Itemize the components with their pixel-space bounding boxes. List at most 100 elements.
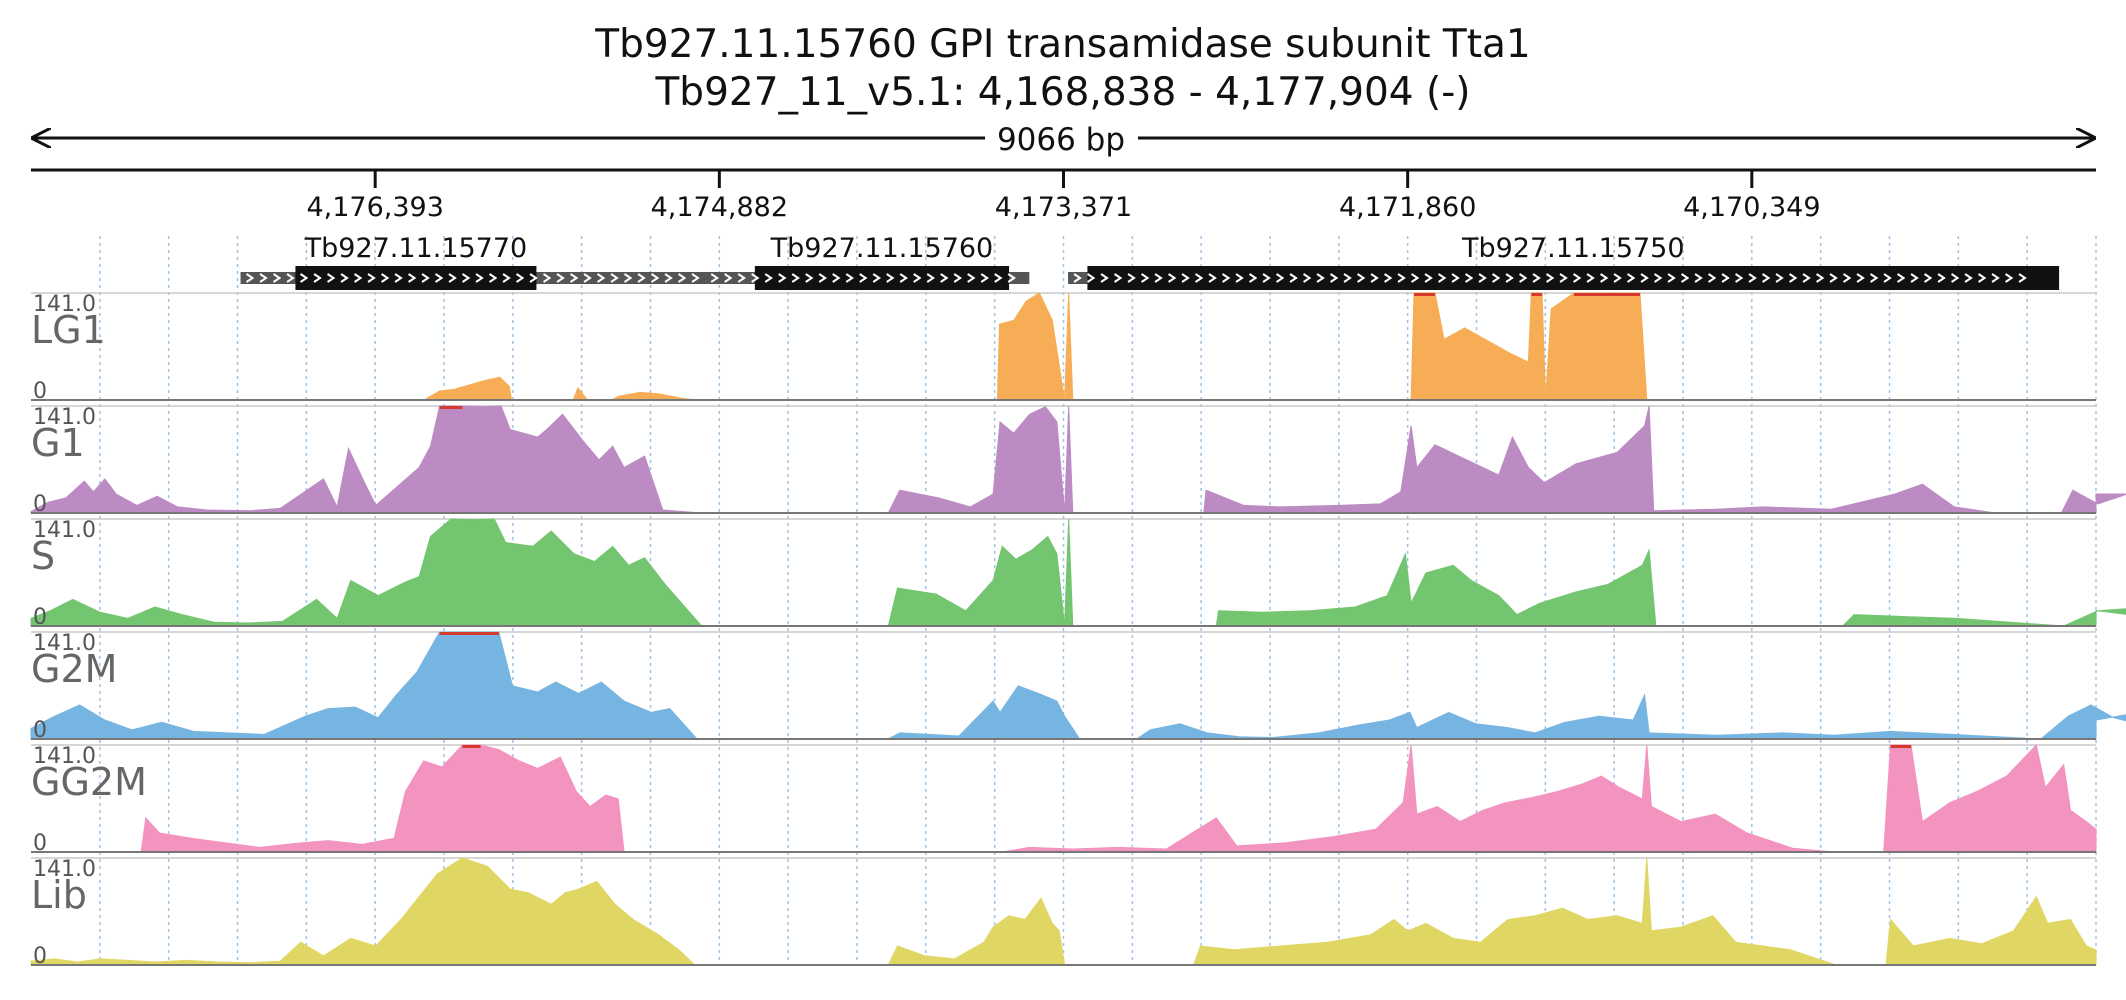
strand-arrow [596, 273, 606, 283]
strand-arrow [1438, 273, 1447, 283]
track-name-g1: G1 [31, 421, 85, 465]
clip-indicator [462, 745, 481, 748]
strand-arrow [583, 273, 592, 283]
strand-arrow [967, 273, 976, 283]
strand-arrow [1546, 273, 1555, 283]
strand-arrow [259, 273, 268, 283]
strand-arrow [1424, 273, 1433, 283]
strand-arrow [529, 273, 538, 283]
y-min-label: 0 [33, 718, 47, 743]
axis-tick-label-1: 4,174,882 [651, 192, 788, 223]
strand-arrow [434, 273, 444, 283]
strand-arrow [1181, 273, 1190, 283]
clip-indicator [439, 632, 463, 635]
gene-label-0: Tb927.11.15770 [304, 233, 528, 264]
clip-indicator [1573, 293, 1640, 296]
track-g2m: 141.0 0 G2M [30, 631, 2126, 743]
axis-tick-label-0: 4,176,393 [306, 192, 443, 223]
strand-arrow [475, 273, 484, 283]
strand-arrow [691, 273, 700, 283]
strand-arrow [1883, 273, 1892, 283]
strand-arrow [1357, 273, 1366, 283]
y-min-label: 0 [33, 605, 47, 630]
track-name-gg2m: GG2M [31, 760, 147, 804]
strand-arrow [1964, 273, 1973, 283]
y-min-label: 0 [33, 831, 47, 856]
strand-arrow [286, 273, 295, 283]
strand-arrow [980, 273, 990, 283]
strand-arrow [845, 273, 855, 283]
strand-arrow [818, 273, 828, 283]
span-label: 9066 bp [997, 122, 1125, 158]
strand-arrow [1681, 273, 1690, 283]
y-min-label: 0 [33, 492, 47, 517]
gene-2[interactable]: Tb927.11.15750 [1068, 233, 2060, 290]
coverage-area-g2m [30, 631, 2126, 740]
coverage-area-lib [30, 857, 2097, 966]
strand-arrow [994, 273, 1003, 283]
y-max-label: 141.0 [33, 405, 96, 430]
strand-arrow [1789, 273, 1798, 283]
strand-arrow [1208, 273, 1217, 283]
clip-indicator [462, 632, 499, 635]
strand-arrow [940, 273, 949, 283]
strand-arrow [1316, 273, 1325, 283]
strand-arrow [623, 273, 633, 283]
strand-arrow [367, 273, 376, 283]
strand-arrow [2018, 273, 2027, 283]
strand-arrow [1276, 273, 1285, 283]
strand-arrow [1330, 273, 1339, 283]
strand-arrow [1951, 273, 1960, 283]
gene-title: Tb927.11.15760 GPI transamidase subunit … [595, 22, 1531, 67]
strand-arrow [1073, 273, 1082, 283]
strand-arrow [1978, 273, 1987, 283]
strand-arrow [1397, 273, 1406, 283]
strand-arrow [272, 273, 282, 283]
strand-arrow [913, 273, 922, 283]
strand-arrow [1370, 273, 1379, 283]
track-lib: 141.0 0 Lib [30, 857, 2097, 969]
strand-arrow [461, 273, 471, 283]
strand-arrow [637, 273, 646, 283]
strand-arrow [1721, 273, 1730, 283]
strand-arrow [1802, 273, 1811, 283]
gene-label-2: Tb927.11.15750 [1461, 233, 1685, 264]
track-name-g2m: G2M [31, 647, 117, 691]
strand-arrow [542, 273, 552, 283]
strand-arrow [1910, 273, 1919, 283]
track-name-lg1: LG1 [31, 308, 106, 352]
clip-indicator [1531, 293, 1543, 296]
strand-arrow [1127, 273, 1136, 283]
strand-arrow [1708, 273, 1717, 283]
strand-arrow [664, 273, 673, 283]
strand-arrow [1249, 273, 1258, 283]
strand-arrow [1775, 273, 1784, 283]
strand-arrow [1667, 273, 1676, 283]
strand-arrow [778, 273, 787, 283]
genomic-location: Tb927_11_v5.1: 4,168,838 - 4,177,904 (-) [655, 70, 1471, 115]
y-max-label: 141.0 [33, 631, 96, 656]
strand-arrow [1384, 273, 1393, 283]
strand-arrow [380, 273, 390, 283]
coverage-area-g1 [30, 405, 2126, 514]
clip-indicator [439, 406, 463, 409]
track-lg1: 141.0 0 LG1 [31, 292, 2096, 404]
y-max-label: 141.0 [33, 292, 96, 317]
strand-arrow [1897, 273, 1906, 283]
strand-arrow [1195, 273, 1204, 283]
gene-cds-1 [754, 266, 1010, 290]
strand-arrow [1573, 273, 1582, 283]
strand-arrow [677, 273, 687, 283]
coverage-area-gg2m [31, 743, 2097, 853]
strand-arrow [1532, 273, 1541, 283]
strand-arrow [1154, 273, 1163, 283]
strand-arrow [1519, 273, 1528, 283]
strand-arrow [1343, 273, 1352, 283]
strand-arrow [313, 273, 322, 283]
gene-models: Tb927.11.15770 Tb927.11.15760 Tb927.11.157… [240, 233, 2060, 290]
gene-1[interactable]: Tb927.11.15760 [705, 233, 1030, 290]
strand-arrow [1870, 273, 1879, 283]
axis-tick-label-2: 4,173,371 [995, 192, 1132, 223]
strand-arrow [650, 273, 660, 283]
strand-arrow [926, 273, 936, 283]
